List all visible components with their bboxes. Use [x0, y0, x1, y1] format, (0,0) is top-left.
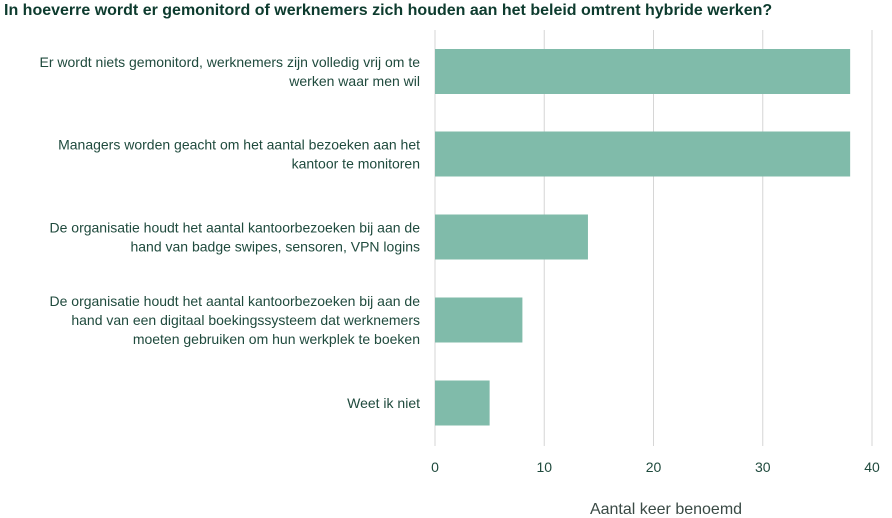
- bar: [435, 49, 851, 94]
- bar: [435, 297, 523, 343]
- bar: [435, 131, 851, 177]
- chart-title: In hoeverre wordt er gemonitord of werkn…: [4, 2, 773, 19]
- x-tick-label: 0: [431, 459, 439, 475]
- x-axis-ticks: 0 10 20 30 40: [431, 459, 880, 475]
- x-tick-label: 30: [755, 459, 771, 475]
- x-tick-label: 20: [646, 459, 662, 475]
- bars: [435, 49, 851, 426]
- x-tick-label: 40: [864, 459, 880, 475]
- category-label: Er wordt niets gemonitord, werknemers zi…: [40, 54, 421, 89]
- bar: [435, 380, 490, 426]
- category-label: De organisatie houdt het aantal kantoorb…: [50, 220, 421, 255]
- x-axis-title: Aantal keer benoemd: [590, 501, 742, 518]
- x-tick-label: 10: [536, 459, 552, 475]
- bar: [435, 214, 588, 260]
- category-label: De organisatie houdt het aantal kantoorb…: [50, 293, 421, 347]
- category-labels: Er wordt niets gemonitord, werknemers zi…: [40, 54, 421, 411]
- category-label: Weet ik niet: [347, 395, 420, 411]
- category-label: Managers worden geacht om het aantal bez…: [58, 137, 420, 172]
